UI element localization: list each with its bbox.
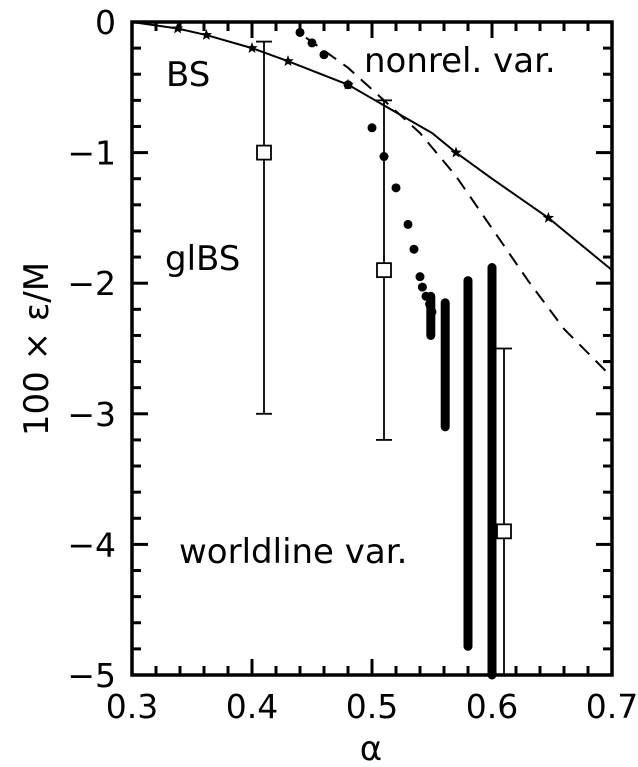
worldline-point [391,183,401,193]
y-tick-label: −4 [67,525,116,564]
bs-star-marker [282,55,294,67]
tick-labels: 0.3 0.4 0.5 0.6 0.7 0 −1 −2 −3 −4 −5 [67,3,638,726]
annotation-nonrel-var: nonrel. var. [364,41,556,81]
worldline-point [295,27,305,37]
bs-star-marker [450,146,462,158]
worldline-point [409,244,419,254]
worldline-point [319,50,329,60]
y-tick-label: −5 [67,656,116,695]
bs-star-marker [171,22,184,34]
bs-star-marker [200,29,213,40]
glbs-square-marker [256,144,272,161]
worldline-point [403,219,413,229]
x-tick-label: 0.6 [466,687,518,726]
bs-star-marker [542,211,555,223]
x-tick-label: 0.5 [346,687,398,726]
glbs-square-marker [496,523,512,540]
annotation-worldline-var: worldline var. [179,532,407,572]
y-axis-title: 100 × ε/M [17,262,57,436]
worldline-point [417,282,427,292]
y-tick-label: −1 [67,134,116,173]
plot-frame [130,20,614,677]
y-tick-label: −2 [67,264,116,303]
worldline-point [367,123,377,133]
x-axis-title: α [360,729,382,767]
glbs-square-marker [376,262,392,279]
x-tick-label: 0.7 [586,687,638,726]
x-tick-label: 0.4 [226,687,278,726]
ticks-layer [130,20,614,677]
worldline-point [307,38,317,48]
y-tick-label: 0 [95,3,116,42]
y-tick-label: −3 [67,395,116,434]
bs-star-marker [246,42,258,53]
series-layer [131,21,613,680]
x-tick-label: 0.3 [106,687,158,726]
annotation-glbs: glBS [165,239,240,279]
worldline-point [415,272,425,282]
nonrel-var-curve [305,36,613,378]
worldline-point [343,80,353,90]
annotation-bs: BS [166,55,210,95]
